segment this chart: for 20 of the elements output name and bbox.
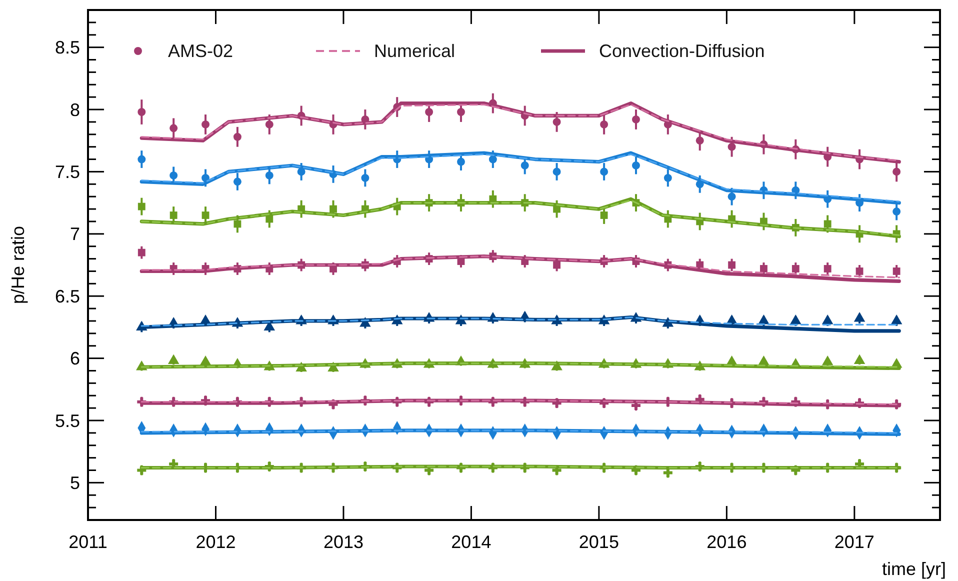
x-tick-label: 2014	[451, 532, 492, 552]
y-tick-label: 8.5	[54, 38, 80, 58]
x-tick-label: 2012	[196, 532, 236, 552]
y-tick-label: 8	[70, 100, 80, 120]
x-tick-label: 2013	[323, 532, 364, 552]
legend-label: Convection-Diffusion	[599, 41, 765, 61]
x-tick-label: 2016	[706, 532, 747, 552]
legend-label: AMS-02	[168, 41, 234, 61]
y-axis-title: p/He ratio	[8, 226, 28, 304]
y-tick-label: 5.5	[54, 410, 80, 431]
y-tick-label: 7	[70, 224, 80, 244]
x-tick-label: 2015	[578, 532, 619, 552]
y-tick-label: 6	[70, 348, 80, 369]
x-tick-label: 2017	[834, 532, 874, 552]
legend-label: Numerical	[374, 41, 456, 61]
x-tick-label: 2011	[68, 532, 108, 552]
y-tick-label: 6.5	[54, 286, 80, 306]
y-tick-label: 5	[70, 472, 80, 493]
x-axis-title: time [yr]	[882, 559, 946, 579]
y-tick-label: 7.5	[54, 162, 80, 182]
